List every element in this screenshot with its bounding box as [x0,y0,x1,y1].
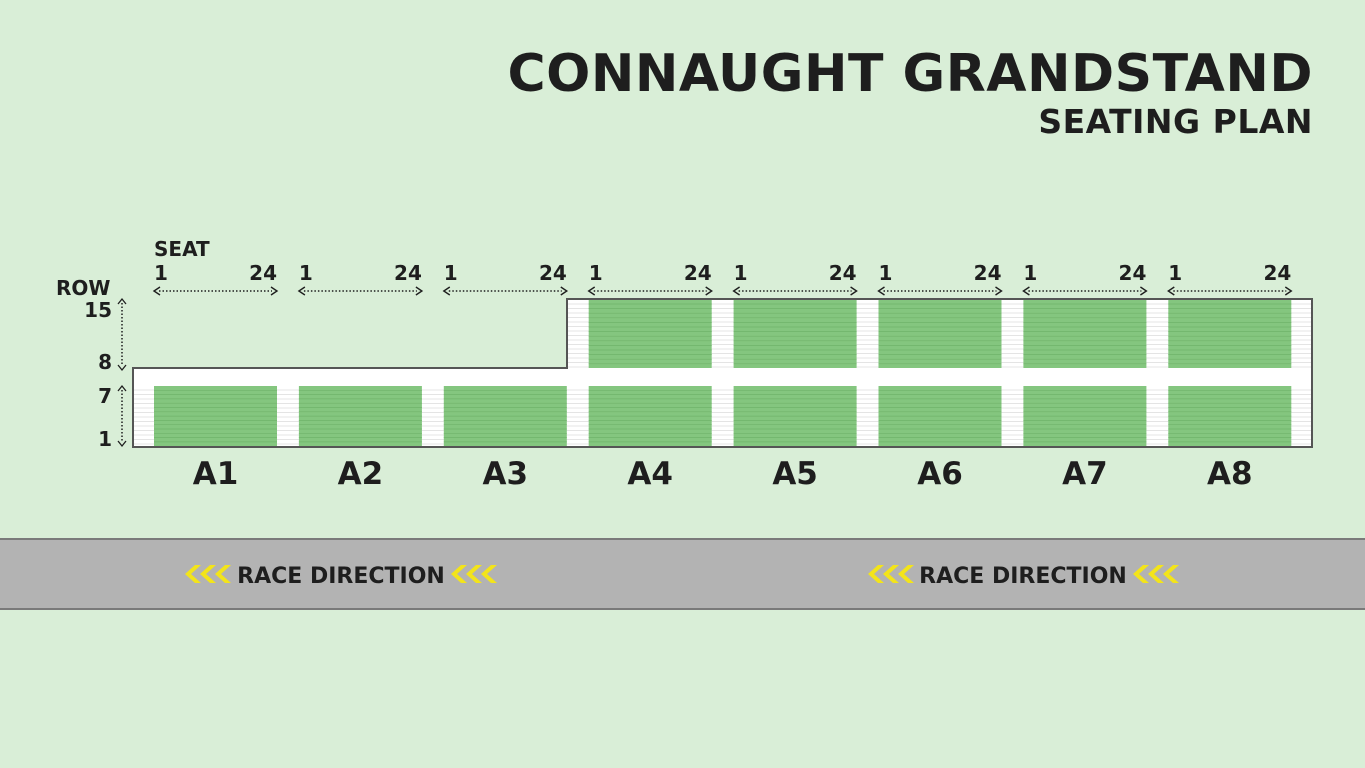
arrow-left-icon [587,286,596,296]
block-labels: A1 A2 A3 A4 A5 A6 A7 A8 [193,456,1253,492]
seat-section-upper-a6 [878,300,1002,368]
seat-start-label: 1 [299,261,313,285]
arrow-right-icon [415,286,424,296]
chevron-shape [200,565,216,583]
chevron-left-icon [451,565,497,583]
chevron-left-icon [868,565,914,583]
row-label: ROW [56,276,110,300]
block-label-a2: A2 [338,456,384,492]
seat-section-upper-a4 [588,300,712,368]
chevron-shape [466,565,482,583]
seat-end-label: 24 [249,261,277,285]
seat-start-label: 1 [879,261,893,285]
row-mark: 8 [98,350,112,374]
chevron-shape [1148,565,1164,583]
stand-outline [132,298,1313,448]
arrow-up-icon [117,297,127,305]
row-mark: 7 [98,384,112,408]
row-mark: 15 [84,298,112,322]
arrow-left-icon [152,286,161,296]
chevron-shape [898,565,914,583]
block-label-a6: A6 [917,456,963,492]
arrow-up-icon [117,384,127,392]
seat-end-label: 24 [394,261,422,285]
row-axis: 15 8 7 1 [84,297,127,451]
seat-end-label: 24 [1119,261,1147,285]
chevron-left-icon [1133,565,1179,583]
arrow-right-icon [270,286,279,296]
block-label-a7: A7 [1062,456,1108,492]
block-label-a3: A3 [483,456,529,492]
arrow-left-icon [732,286,740,296]
arrow-right-icon [1140,286,1148,296]
seat-start-label: 1 [154,261,168,285]
seat-end-label: 24 [974,261,1002,285]
arrow-left-icon [442,286,451,296]
arrow-right-icon [1284,286,1293,296]
race-direction-label: RACE DIRECTION [919,564,1127,589]
seat-axes: 1 24 1 24 1 24 1 24 1 24 1 24 1 24 1 24 [152,261,1293,296]
seat-section-upper-a5 [733,300,857,368]
block-label-a4: A4 [627,456,673,492]
race-direction-label: RACE DIRECTION [237,564,445,589]
chevron-shape [451,565,467,583]
arrow-left-icon [297,286,306,296]
grandstand [132,298,1313,448]
page-subtitle: SEATING PLAN [1038,102,1313,141]
block-label-a8: A8 [1207,456,1253,492]
seat-section-upper-a7 [1023,300,1147,368]
arrow-down-icon [117,440,127,448]
seat-start-label: 1 [589,261,603,285]
arrow-left-icon [1022,286,1030,296]
seat-end-label: 24 [539,261,567,285]
chevron-shape [215,565,231,583]
seat-label: SEAT [154,237,210,261]
arrow-right-icon [560,286,569,296]
chevron-shape [1133,565,1149,583]
block-label-a5: A5 [772,456,818,492]
seat-section-upper-a8 [1168,300,1292,368]
page-title: CONNAUGHT GRANDSTAND [507,44,1313,104]
seat-end-label: 24 [829,261,857,285]
seat-start-label: 1 [1023,261,1037,285]
chevron-shape [868,565,884,583]
chevron-shape [481,565,497,583]
chevron-shape [185,565,201,583]
row-mark: 1 [98,427,112,451]
chevron-shape [883,565,899,583]
chevron-shape [1163,565,1179,583]
arrow-right-icon [850,286,858,296]
race-track: RACE DIRECTION RACE DIRECTION [0,538,1365,610]
seat-start-label: 1 [444,261,458,285]
seat-start-label: 1 [734,261,748,285]
seat-end-label: 24 [684,261,712,285]
arrow-right-icon [995,286,1003,296]
title-block: CONNAUGHT GRANDSTAND SEATING PLAN [507,44,1313,140]
block-label-a1: A1 [193,456,239,492]
arrow-left-icon [1167,286,1175,296]
arrow-left-icon [877,286,885,296]
arrow-right-icon [705,286,713,296]
arrow-down-icon [117,364,127,372]
chevron-left-icon [185,565,231,583]
seat-start-label: 1 [1168,261,1182,285]
seat-end-label: 24 [1263,261,1291,285]
